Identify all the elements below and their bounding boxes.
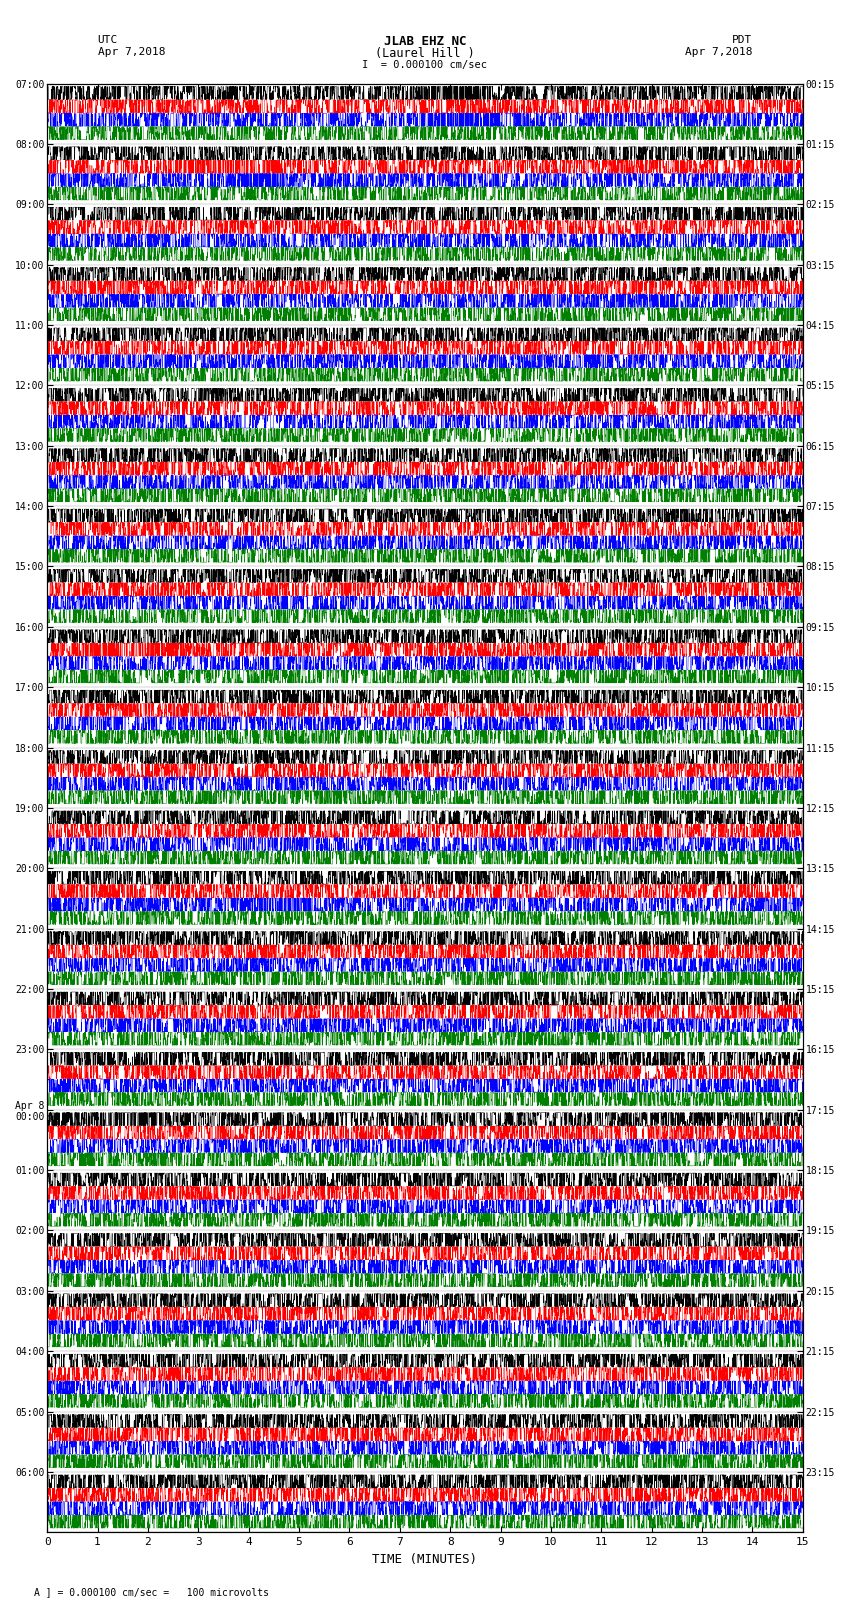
- Text: A ] = 0.000100 cm/sec =   100 microvolts: A ] = 0.000100 cm/sec = 100 microvolts: [34, 1587, 269, 1597]
- Text: Apr 7,2018: Apr 7,2018: [685, 47, 752, 56]
- Text: PDT: PDT: [732, 35, 752, 45]
- Text: UTC: UTC: [98, 35, 118, 45]
- Text: (Laurel Hill ): (Laurel Hill ): [375, 47, 475, 60]
- X-axis label: TIME (MINUTES): TIME (MINUTES): [372, 1553, 478, 1566]
- Text: Apr 7,2018: Apr 7,2018: [98, 47, 165, 56]
- Text: JLAB EHZ NC: JLAB EHZ NC: [383, 35, 467, 48]
- Text: I  = 0.000100 cm/sec: I = 0.000100 cm/sec: [362, 60, 488, 69]
